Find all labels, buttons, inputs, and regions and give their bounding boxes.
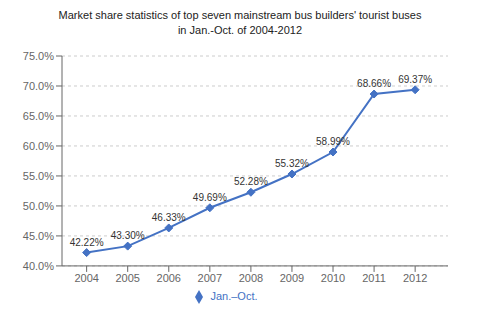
svg-text:2010: 2010 — [321, 272, 345, 284]
svg-text:2008: 2008 — [239, 272, 263, 284]
svg-text:42.22%: 42.22% — [70, 237, 104, 248]
svg-text:2011: 2011 — [362, 272, 386, 284]
svg-text:2007: 2007 — [198, 272, 222, 284]
svg-text:43.30%: 43.30% — [111, 230, 145, 241]
svg-text:2005: 2005 — [115, 272, 139, 284]
svg-text:46.33%: 46.33% — [152, 212, 186, 223]
html-text:Market share statistics of top: Market share statistics of top seven mai… — [58, 9, 422, 21]
svg-text:65.0%: 65.0% — [23, 110, 54, 122]
svg-text:2006: 2006 — [157, 272, 181, 284]
svg-text:75.0%: 75.0% — [23, 50, 54, 62]
svg-text:45.0%: 45.0% — [23, 230, 54, 242]
html-text:in Jan.-Oct. of 2004-2012: in Jan.-Oct. of 2004-2012 — [177, 24, 303, 36]
svg-text:49.69%: 49.69% — [193, 192, 227, 203]
svg-text:69.37%: 69.37% — [398, 74, 432, 85]
svg-text:58.99%: 58.99% — [316, 136, 350, 147]
svg-text:2009: 2009 — [280, 272, 304, 284]
svg-text:55.32%: 55.32% — [275, 158, 309, 169]
svg-text:2012: 2012 — [403, 272, 427, 284]
svg-text:50.0%: 50.0% — [23, 200, 54, 212]
svg-text:60.0%: 60.0% — [23, 140, 54, 152]
svg-text:52.28%: 52.28% — [234, 176, 268, 187]
html-text:Jan.–Oct.: Jan.–Oct. — [210, 289, 258, 302]
svg-text:2004: 2004 — [74, 272, 98, 284]
svg-text:55.0%: 55.0% — [23, 170, 54, 182]
svg-text:70.0%: 70.0% — [23, 80, 54, 92]
svg-text:68.66%: 68.66% — [357, 78, 391, 89]
svg-text:40.0%: 40.0% — [23, 260, 54, 272]
